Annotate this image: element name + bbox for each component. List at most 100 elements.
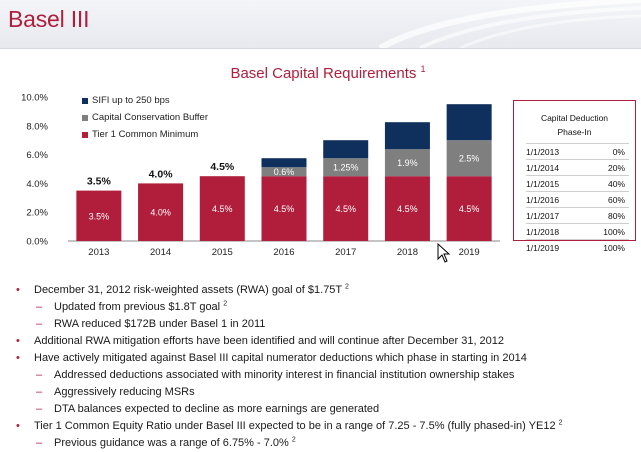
- capital-deduction-phase-in-table: Capital Deduction Phase-In 1/1/2013 0% 1/…: [513, 100, 636, 253]
- bar-data-label: 3.5%: [89, 211, 110, 221]
- sub-bullet-item: – RWA reduced $172B under Basel 1 in 2011: [14, 316, 634, 333]
- legend-swatch-tier1: [82, 131, 88, 138]
- sub-bullet-mark: –: [36, 318, 43, 330]
- x-tick-label: 2017: [335, 247, 356, 258]
- phase-in-row: 1/1/2019 100%: [526, 239, 629, 255]
- bar-segment: [384, 122, 430, 150]
- sub-bullet-item: – Aggressively reducing MSRs: [14, 384, 634, 401]
- legend-swatch-sifi: [82, 97, 88, 104]
- phase-in-pct: 100%: [603, 242, 625, 253]
- x-tick-label: 2014: [150, 247, 171, 258]
- bullet-mark: •: [16, 420, 20, 432]
- legend-label-buffer: Capital Conservation Buffer: [92, 112, 208, 123]
- x-tick-label: 2016: [273, 247, 294, 258]
- y-tick-label: 10.0%: [21, 93, 48, 104]
- bullet-mark: •: [16, 352, 20, 364]
- phase-in-row: 1/1/2013 0%: [526, 143, 629, 159]
- phase-in-date: 1/1/2017: [526, 210, 560, 221]
- phase-in-pct: 100%: [603, 226, 625, 237]
- sub-bullet-mark: –: [36, 369, 43, 381]
- bar-data-label: 0.6%: [274, 167, 295, 177]
- chart-title-footnote: 1: [420, 64, 426, 74]
- sub-bullet-item: – Updated from previous $1.8T goal 2: [14, 299, 634, 316]
- chart-title-text: Basel Capital Requirements: [230, 65, 417, 82]
- bar-segment: [261, 167, 307, 177]
- bar-segment: [446, 176, 492, 241]
- bar-segment: [261, 158, 307, 168]
- bar-segment: [384, 149, 430, 177]
- bar-segment: [323, 140, 369, 159]
- x-tick-label: 2019: [459, 247, 480, 258]
- bar-segment: [446, 140, 492, 177]
- bar-data-label: 1.9%: [397, 158, 418, 168]
- bullet-text: Additional RWA mitigation efforts have b…: [34, 335, 505, 347]
- phase-in-pct: 0%: [612, 146, 625, 157]
- bar-segment: [446, 104, 492, 141]
- bullet-mark: •: [16, 335, 20, 347]
- bullet-item: • Additional RWA mitigation efforts have …: [14, 333, 634, 350]
- legend-label-tier1: Tier 1 Common Minimum: [92, 129, 199, 140]
- phase-in-date: 1/1/2016: [526, 194, 560, 205]
- phase-in-date: 1/1/2014: [526, 162, 560, 173]
- bar-segment: [76, 190, 122, 241]
- bullet-text: Updated from previous $1.8T goal: [54, 301, 221, 313]
- x-tick-label: 2013: [88, 247, 109, 258]
- bar-data-label: 4.5%: [459, 204, 480, 214]
- sub-bullet-item: – Previous guidance was a range of 6.75% …: [14, 435, 634, 452]
- bar-data-label: 1.25%: [333, 163, 359, 173]
- sub-bullet-mark: –: [36, 403, 43, 415]
- bullet-text: Addressed deductions associated with min…: [54, 369, 515, 381]
- phase-in-pct: 80%: [607, 210, 625, 221]
- x-tick-label: 2018: [397, 247, 418, 258]
- bar-segment: [384, 176, 430, 241]
- sub-bullet-mark: –: [36, 301, 43, 313]
- bar-segment: [323, 176, 369, 241]
- bullet-item: • December 31, 2012 risk-weighted assets …: [14, 282, 634, 299]
- bar-data-label: 4.5%: [335, 204, 356, 214]
- bullet-text: DTA balances expected to decline as more…: [54, 403, 380, 415]
- bar-segment: [323, 158, 369, 177]
- bullet-text: Have actively mitigated against Basel II…: [34, 352, 527, 364]
- footnote-ref: 2: [345, 283, 349, 291]
- slide-title: Basel III: [8, 6, 90, 32]
- bullet-item: • Have actively mitigated against Basel I…: [14, 350, 634, 367]
- header-swoosh-graphic: [378, 0, 641, 48]
- bullet-text: RWA reduced $172B under Basel 1 in 2011: [54, 318, 266, 330]
- footnote-ref: 2: [223, 300, 228, 308]
- footnote-ref: 2: [558, 419, 563, 427]
- bar-data-label: 4.0%: [150, 208, 171, 218]
- legend-item-sifi: SIFI up to 250 bps: [82, 92, 208, 109]
- footnote-ref: 2: [291, 436, 296, 444]
- sub-bullet-item: – DTA balances expected to decline as mor…: [14, 401, 634, 418]
- y-tick-label: 4.0%: [26, 179, 48, 190]
- bar-data-label: 4.5%: [397, 204, 418, 214]
- y-tick-label: 2.0%: [26, 208, 48, 219]
- phase-in-date: 1/1/2018: [526, 226, 560, 237]
- bar-data-label: 4.5%: [212, 204, 233, 214]
- phase-in-row: 1/1/2017 80%: [526, 207, 629, 223]
- phase-in-row: 1/1/2018 100%: [526, 223, 629, 239]
- legend-item-tier1: Tier 1 Common Minimum: [82, 126, 208, 143]
- bullet-text: Tier 1 Common Equity Ratio under Basel I…: [34, 420, 556, 432]
- bar-data-label: 2.5%: [459, 154, 480, 164]
- y-tick-label: 6.0%: [26, 150, 48, 161]
- slide-header: Basel III: [0, 0, 641, 49]
- bar-total-label: 3.5%: [87, 176, 112, 188]
- phase-in-pct: 60%: [607, 194, 625, 205]
- chart-legend: SIFI up to 250 bps Capital Conservation …: [82, 92, 208, 143]
- phase-in-row: 1/1/2016 60%: [526, 191, 629, 207]
- phase-in-row: 1/1/2014 20%: [526, 159, 629, 175]
- bar-segment: [138, 183, 184, 241]
- y-tick-label: 8.0%: [26, 121, 48, 132]
- mouse-cursor-icon: [437, 243, 451, 263]
- chart-title: Basel Capital Requirements 1: [210, 64, 446, 82]
- bar-segment: [261, 176, 307, 241]
- sub-bullet-mark: –: [36, 437, 43, 449]
- bar-total-label: 4.5%: [210, 161, 235, 173]
- phase-in-table-title: Capital Deduction Phase-In: [514, 101, 635, 143]
- legend-item-buffer: Capital Conservation Buffer: [82, 109, 208, 126]
- bar-data-label: 4.5%: [274, 204, 295, 214]
- bullet-text: Aggressively reducing MSRs: [54, 386, 195, 398]
- phase-in-row: 1/1/2015 40%: [526, 175, 629, 191]
